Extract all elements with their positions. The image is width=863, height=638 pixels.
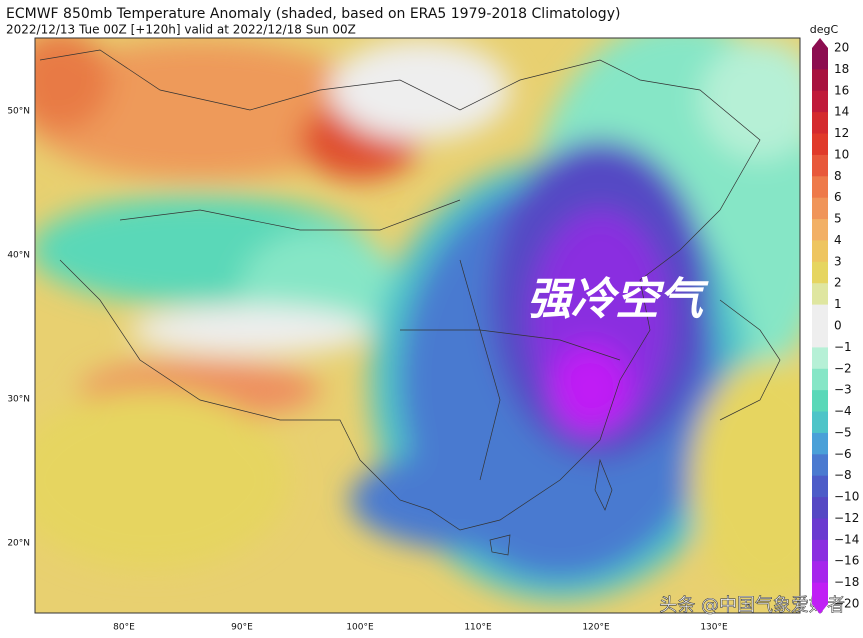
colorbar-label: 1 — [834, 297, 842, 311]
colorbar-label: −14 — [834, 532, 859, 546]
colorbar-segment — [812, 539, 828, 562]
colorbar-label: −4 — [834, 404, 852, 418]
overlay-text: 强冷空气 — [527, 274, 709, 325]
colorbar-segment — [812, 112, 828, 135]
colorbar-segment — [812, 48, 828, 70]
colorbar-segment — [812, 283, 828, 306]
lon-label: 130°E — [700, 623, 728, 633]
colorbar-segment — [812, 582, 828, 605]
colorbar-label: 18 — [834, 62, 849, 76]
colorbar-label: 20 — [834, 41, 849, 55]
colorbar-segment — [812, 411, 828, 434]
colorbar-label: 14 — [834, 105, 849, 119]
map-frame — [34, 37, 801, 614]
colorbar-label: −1 — [834, 340, 852, 354]
lat-label: 40°N — [7, 251, 30, 261]
colorbar-segment — [812, 90, 828, 113]
colorbar-arrow — [812, 604, 828, 614]
colorbar-arrow — [812, 38, 828, 48]
watermark: 头条 @中国气象爱好者 — [659, 595, 845, 616]
colorbar-segment — [812, 261, 828, 284]
colorbar-label: 12 — [834, 126, 849, 140]
colorbar-segment — [812, 197, 828, 220]
colorbar-segment — [812, 347, 828, 370]
lon-label: 100°E — [346, 623, 374, 633]
colorbar-label: −8 — [834, 468, 852, 482]
colorbar-segment — [812, 154, 828, 177]
colorbar-label: −12 — [834, 511, 859, 525]
colorbar-segment — [812, 518, 828, 541]
subtitle: 2022/12/13 Tue 00Z [+120h] valid at 2022… — [6, 23, 356, 37]
colorbar-segment — [812, 454, 828, 477]
colorbar-segment — [812, 326, 828, 348]
colorbar-label: 2 — [834, 276, 842, 290]
colorbar-label: −6 — [834, 447, 852, 461]
lat-label: 20°N — [7, 539, 30, 549]
lon-label: 80°E — [113, 623, 135, 633]
colorbar-segment — [812, 561, 828, 584]
colorbar-label: −18 — [834, 575, 859, 589]
colorbar-segment — [812, 432, 828, 455]
lon-label: 90°E — [231, 623, 253, 633]
colorbar-label: −3 — [834, 383, 852, 397]
colorbar-segment — [812, 368, 828, 391]
colorbar-segment — [812, 304, 828, 327]
map: 强冷空气 — [35, 38, 800, 613]
colorbar-label: 8 — [834, 169, 842, 183]
colorbar-segment — [812, 390, 828, 413]
colorbar-label: 10 — [834, 147, 849, 161]
colorbar-label: −20 — [834, 597, 859, 611]
colorbar-unit: degC — [810, 23, 839, 36]
title: ECMWF 850mb Temperature Anomaly (shaded,… — [6, 6, 620, 22]
colorbar-segment — [812, 219, 828, 241]
colorbar-segment — [812, 475, 828, 498]
colorbar-segment — [812, 240, 828, 263]
colorbar-label: 3 — [834, 254, 842, 268]
colorbar-label: 5 — [834, 212, 842, 226]
colorbar-label: 4 — [834, 233, 842, 247]
colorbar-segment — [812, 497, 828, 519]
colorbar-label: 0 — [834, 319, 842, 333]
lon-label: 110°E — [464, 623, 492, 633]
colorbar-label: −10 — [834, 490, 859, 504]
lat-label: 50°N — [7, 107, 30, 117]
lon-label: 120°E — [582, 623, 610, 633]
colorbar-label: 16 — [834, 83, 849, 97]
colorbar-label: −2 — [834, 361, 852, 375]
colorbar-label: −5 — [834, 425, 852, 439]
colorbar-segment — [812, 69, 828, 92]
colorbar-segment — [812, 176, 828, 199]
colorbar-label: −16 — [834, 554, 859, 568]
colorbar-segment — [812, 133, 828, 156]
lat-label: 30°N — [7, 395, 30, 405]
colorbar-label: 6 — [834, 190, 842, 204]
